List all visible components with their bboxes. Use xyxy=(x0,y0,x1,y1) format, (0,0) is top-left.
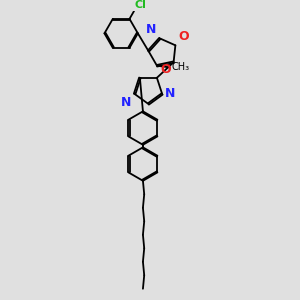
Text: CH₃: CH₃ xyxy=(171,62,189,72)
Text: Cl: Cl xyxy=(135,0,147,10)
Text: N: N xyxy=(120,96,131,109)
Text: O: O xyxy=(160,63,171,76)
Text: N: N xyxy=(146,23,156,36)
Text: O: O xyxy=(178,30,189,43)
Text: N: N xyxy=(165,88,176,100)
